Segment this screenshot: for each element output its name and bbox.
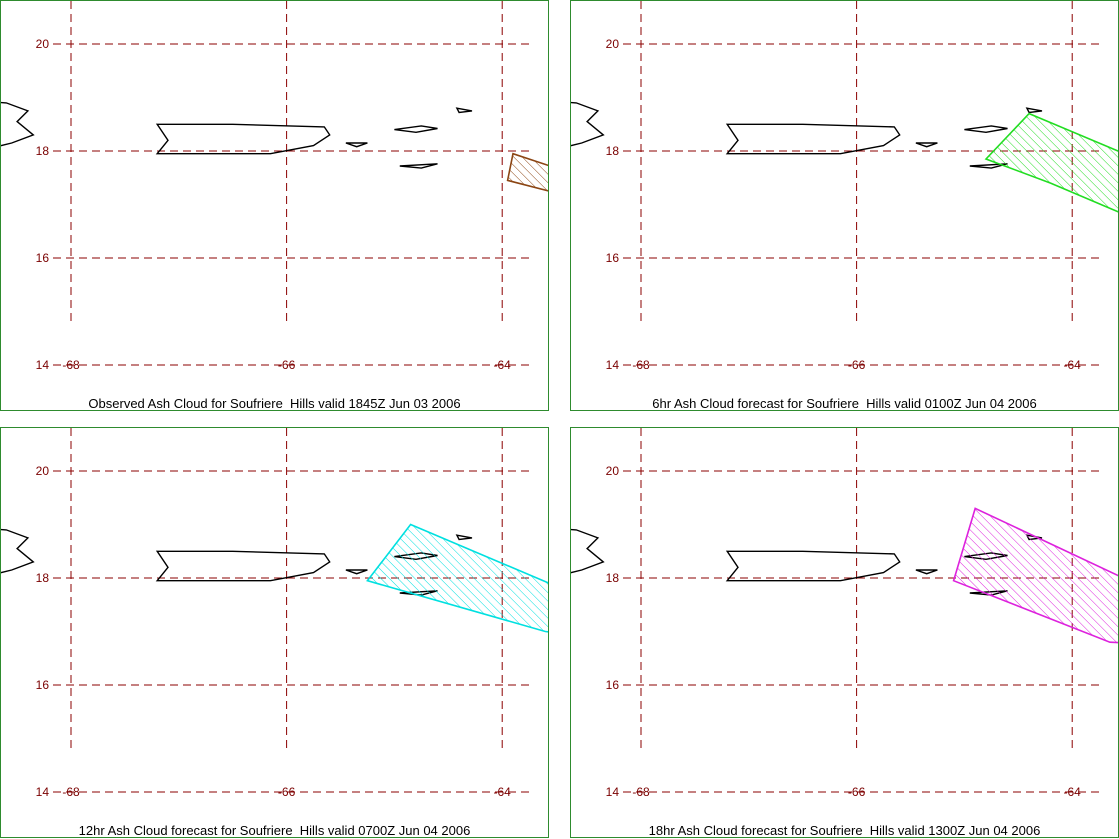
coastline: [915, 569, 938, 575]
coastline: [345, 142, 368, 148]
panel-caption: Observed Ash Cloud for Soufriere Hills v…: [88, 396, 461, 411]
coastline: [155, 550, 331, 582]
panel-caption: 18hr Ash Cloud forecast for Soufriere Hi…: [648, 823, 1041, 838]
coastline: [1025, 107, 1043, 114]
coastline: [1, 101, 35, 147]
panel-caption: 12hr Ash Cloud forecast for Soufriere Hi…: [78, 823, 471, 838]
lat-tick-label: 18: [606, 144, 620, 158]
coastline: [155, 123, 331, 155]
lat-tick-label: 14: [606, 358, 620, 372]
lon-tick-label: -68: [632, 785, 650, 799]
coastline: [725, 550, 901, 582]
lat-tick-label: 16: [606, 678, 620, 692]
coastline: [455, 107, 473, 114]
panel-caption: 6hr Ash Cloud forecast for Soufriere Hil…: [652, 396, 1037, 411]
lat-tick-label: 20: [36, 464, 50, 478]
lon-tick-label: -66: [848, 358, 866, 372]
lat-tick-label: 18: [36, 144, 50, 158]
lat-tick-label: 14: [606, 785, 620, 799]
lon-tick-label: -66: [278, 785, 296, 799]
ash-cloud-polygon: [366, 523, 548, 633]
lon-tick-label: -64: [494, 358, 512, 372]
ash-cloud-polygon: [952, 507, 1118, 644]
coastline: [455, 534, 473, 541]
lon-tick-label: -66: [278, 358, 296, 372]
lat-tick-label: 14: [36, 785, 50, 799]
ash-cloud-polygon: [506, 152, 548, 192]
lat-tick-label: 14: [36, 358, 50, 372]
lat-tick-label: 16: [36, 678, 50, 692]
coastline: [399, 163, 438, 169]
lat-tick-label: 20: [606, 37, 620, 51]
lon-tick-label: -66: [848, 785, 866, 799]
ash-cloud-polygon: [984, 112, 1118, 213]
lon-tick-label: -68: [632, 358, 650, 372]
lat-tick-label: 16: [606, 251, 620, 265]
lat-tick-label: 18: [36, 571, 50, 585]
lat-tick-label: 20: [606, 464, 620, 478]
coastline: [571, 101, 605, 147]
coastline: [725, 123, 901, 155]
lon-tick-label: -64: [1064, 785, 1082, 799]
coastline: [964, 125, 1008, 134]
lat-tick-label: 16: [36, 251, 50, 265]
coastline: [571, 528, 605, 574]
coastline: [345, 569, 368, 575]
coastline: [915, 142, 938, 148]
lon-tick-label: -68: [62, 785, 80, 799]
lon-tick-label: -68: [62, 358, 80, 372]
coastline: [1, 528, 35, 574]
coastline: [394, 125, 438, 134]
lat-tick-label: 20: [36, 37, 50, 51]
coastline: [969, 163, 1008, 169]
lon-tick-label: -64: [1064, 358, 1082, 372]
lat-tick-label: 18: [606, 571, 620, 585]
lon-tick-label: -64: [494, 785, 512, 799]
